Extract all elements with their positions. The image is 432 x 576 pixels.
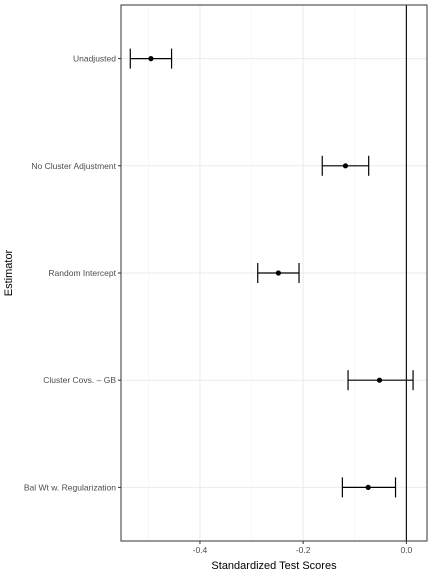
axes: Unadjusted No Cluster Adjustment Random In… bbox=[24, 54, 413, 555]
estimates-group bbox=[129, 48, 414, 498]
y-axis-title: Estimator bbox=[3, 249, 15, 296]
x-tick-label: -0.2 bbox=[296, 545, 311, 555]
x-tick-label: 0.0 bbox=[400, 545, 412, 555]
y-tick-label: Unadjusted bbox=[73, 54, 116, 64]
estimate-point bbox=[365, 484, 371, 490]
estimate-point bbox=[275, 270, 281, 276]
estimate-point bbox=[376, 377, 383, 383]
estimate-point bbox=[148, 56, 154, 62]
y-tick-label: No Cluster Adjustment bbox=[31, 161, 116, 171]
x-axis-title: Standardized Test Scores bbox=[211, 560, 337, 572]
estimate-point bbox=[342, 163, 349, 169]
y-tick-label: Cluster Covs. – GB bbox=[43, 375, 116, 385]
y-tick-label: Random Intercept bbox=[48, 268, 116, 278]
y-tick-label: Bal Wt w. Regularization bbox=[24, 482, 116, 492]
x-tick-label: -0.4 bbox=[193, 545, 208, 555]
